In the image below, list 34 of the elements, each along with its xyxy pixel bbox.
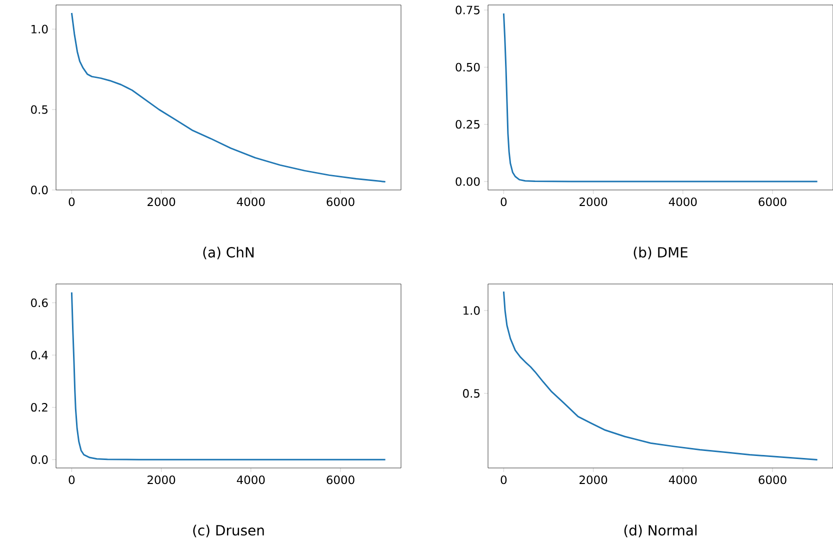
y-tick-label: 0.0 [31, 186, 48, 194]
x-tick-label: 6000 [758, 198, 786, 206]
x-tick-label: 4000 [668, 476, 697, 484]
x-tick-label: 2000 [148, 198, 176, 206]
y-tick-label: 0.25 [456, 120, 480, 129]
y-tick-label: 0.6 [31, 298, 48, 308]
x-axis-title: (d) Normal [624, 524, 697, 538]
y-tick-label: 0.00 [456, 177, 480, 186]
x-tick-label: 6000 [758, 476, 786, 484]
x-tick-label: 6000 [326, 476, 354, 484]
x-tick-label: 4000 [236, 198, 265, 206]
x-axis-title: (c) Drusen [193, 524, 264, 538]
x-tick-label: 0 [68, 476, 75, 484]
x-tick-label: 0 [500, 476, 507, 484]
x-axis-title: (b) DME [634, 246, 688, 260]
y-tick-label: 0.5 [31, 105, 48, 114]
line-series [502, 290, 818, 460]
y-tick-label: 0.2 [31, 403, 48, 412]
y-tick-label: 0.0 [31, 455, 48, 464]
y-tick-label: 0.50 [456, 62, 480, 72]
x-tick-label: 2000 [148, 476, 176, 484]
x-tick-label: 0 [68, 198, 75, 206]
x-tick-label: 0 [500, 198, 507, 206]
x-tick-label: 2000 [580, 476, 608, 484]
y-tick-label: 1.0 [464, 306, 480, 315]
x-tick-label: 6000 [326, 198, 354, 206]
y-tick-label: 1.0 [32, 24, 48, 34]
x-tick-label: 2000 [580, 198, 608, 206]
y-tick-label: 0.4 [31, 350, 48, 360]
x-tick-label: 4000 [668, 198, 697, 206]
y-tick-label: 0.75 [456, 6, 480, 14]
x-axis-title: (a) ChN [203, 246, 254, 260]
x-tick-label: 4000 [236, 476, 265, 484]
y-tick-label: 0.5 [463, 389, 480, 398]
